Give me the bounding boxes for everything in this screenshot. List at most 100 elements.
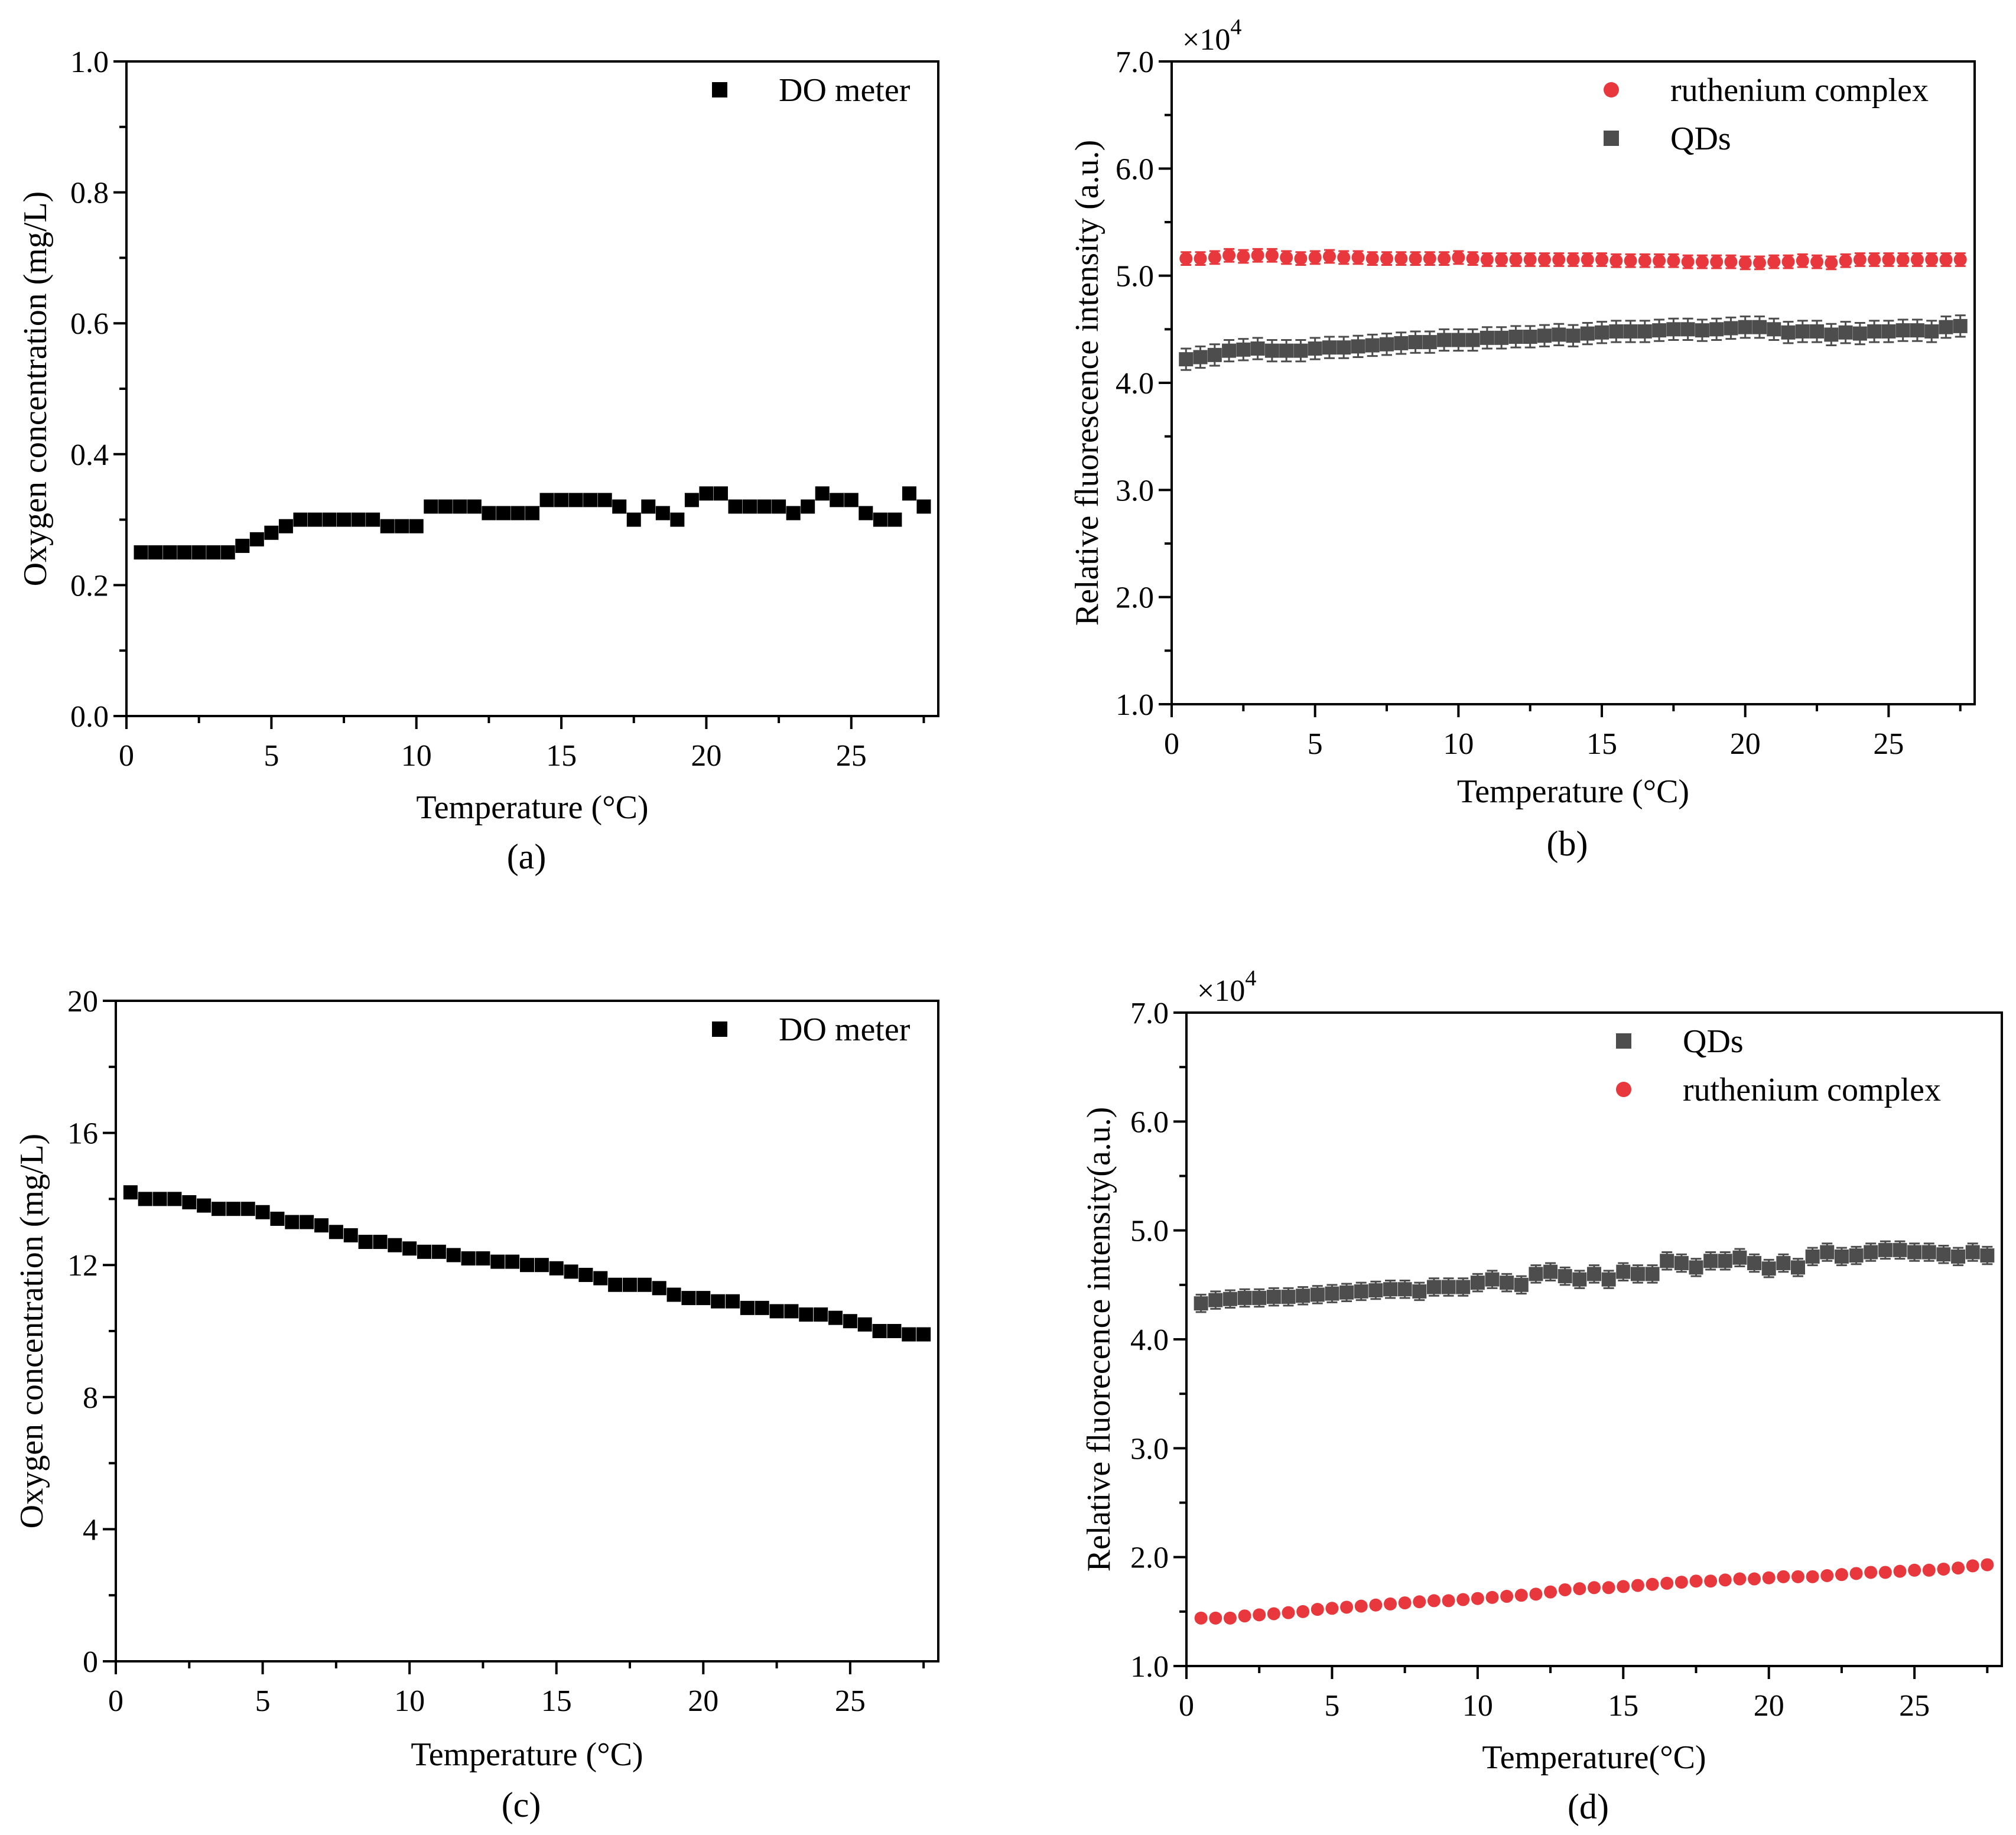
data-point bbox=[1456, 1280, 1471, 1294]
data-point bbox=[1674, 1255, 1689, 1270]
data-point bbox=[1733, 1572, 1747, 1586]
data-point bbox=[564, 1264, 578, 1279]
data-point bbox=[337, 512, 352, 527]
data-point bbox=[1354, 1284, 1368, 1299]
data-point bbox=[388, 1238, 402, 1252]
data-point bbox=[1500, 1276, 1514, 1290]
data-point bbox=[1939, 320, 1953, 334]
data-point bbox=[255, 1205, 270, 1219]
data-point bbox=[212, 1202, 226, 1216]
data-point bbox=[226, 1202, 240, 1216]
data-point bbox=[1368, 1283, 1383, 1298]
data-point bbox=[220, 545, 235, 559]
data-point bbox=[1369, 1598, 1383, 1612]
data-point bbox=[1265, 249, 1279, 262]
data-point bbox=[1595, 325, 1609, 340]
data-point bbox=[1558, 1583, 1572, 1596]
data-point bbox=[1537, 328, 1552, 343]
data-point bbox=[1695, 255, 1709, 269]
x-tick-label: 0 bbox=[108, 1684, 123, 1718]
data-point bbox=[1325, 1602, 1339, 1615]
data-point bbox=[417, 1244, 431, 1259]
data-point bbox=[1322, 340, 1337, 355]
x-tick-label: 15 bbox=[1586, 727, 1617, 761]
data-point bbox=[1442, 1594, 1455, 1608]
data-point bbox=[1791, 1260, 1805, 1275]
data-point bbox=[1566, 328, 1581, 343]
data-point bbox=[872, 1324, 887, 1338]
y-exponent-label: ×104 bbox=[1197, 966, 1256, 1008]
data-point bbox=[1193, 350, 1208, 365]
y-tick-label: 3.0 bbox=[1116, 474, 1154, 507]
data-point bbox=[1470, 1276, 1485, 1290]
data-point bbox=[1810, 324, 1825, 339]
x-axis-label: Temperature(°C) bbox=[1482, 1739, 1706, 1776]
data-point bbox=[453, 499, 467, 514]
data-point bbox=[1738, 320, 1752, 334]
data-point bbox=[1761, 1261, 1776, 1276]
data-point bbox=[1380, 252, 1394, 265]
data-point bbox=[1253, 1608, 1266, 1622]
y-tick-label: 5.0 bbox=[1130, 1215, 1169, 1248]
data-point bbox=[666, 1287, 681, 1302]
series-ruthenium-complex bbox=[1179, 248, 1967, 271]
data-point bbox=[1689, 1260, 1703, 1275]
data-point bbox=[1704, 1574, 1718, 1588]
legend-marker bbox=[1616, 1082, 1631, 1097]
legend-label: QDs bbox=[1683, 1023, 1744, 1060]
plot-area-frame bbox=[1185, 1011, 2003, 1667]
data-point bbox=[713, 486, 728, 501]
data-point bbox=[1868, 253, 1881, 266]
data-point bbox=[314, 1218, 329, 1233]
y-axis-label: Relative fluorescence intensity (a.u.) bbox=[1069, 140, 1105, 626]
data-point bbox=[1537, 253, 1551, 266]
data-point bbox=[726, 1294, 740, 1309]
data-point bbox=[1365, 338, 1380, 353]
data-point bbox=[1296, 1605, 1310, 1618]
data-point bbox=[1237, 1290, 1252, 1305]
data-point bbox=[1294, 252, 1308, 265]
y-tick-label: 0.8 bbox=[70, 177, 109, 210]
data-point bbox=[1752, 320, 1767, 334]
data-point bbox=[380, 519, 395, 533]
y-tick-label: 12 bbox=[67, 1249, 98, 1283]
x-axis-label: Temperature (°C) bbox=[411, 1736, 643, 1773]
x-tick-label: 5 bbox=[1324, 1689, 1339, 1723]
data-point bbox=[1351, 339, 1365, 354]
data-point bbox=[1514, 1277, 1529, 1292]
data-point bbox=[578, 1267, 593, 1282]
data-point bbox=[534, 1258, 549, 1273]
x-tick-label: 10 bbox=[394, 1684, 425, 1718]
data-point bbox=[769, 1304, 784, 1319]
data-point bbox=[1438, 252, 1451, 265]
data-point bbox=[815, 486, 830, 501]
data-point bbox=[637, 1277, 652, 1292]
data-point bbox=[1514, 1589, 1528, 1602]
x-tick-label: 15 bbox=[1608, 1689, 1638, 1723]
y-exponent-label: ×104 bbox=[1182, 15, 1241, 57]
data-point bbox=[1351, 250, 1365, 264]
data-point bbox=[1495, 253, 1508, 266]
data-point bbox=[1572, 1272, 1587, 1287]
series-qds bbox=[1179, 314, 1968, 371]
data-point bbox=[1222, 1291, 1237, 1306]
data-point bbox=[786, 506, 801, 520]
data-point bbox=[197, 1198, 212, 1213]
data-point bbox=[1581, 253, 1594, 266]
y-tick-label: 2.0 bbox=[1116, 581, 1154, 615]
data-point bbox=[1767, 255, 1781, 269]
y-tick-label: 4.0 bbox=[1130, 1323, 1169, 1357]
data-point bbox=[1980, 1248, 1995, 1263]
data-point bbox=[1601, 1272, 1616, 1287]
x-tick-label: 5 bbox=[264, 739, 279, 773]
data-point bbox=[1485, 1272, 1500, 1287]
data-point bbox=[1238, 1609, 1251, 1623]
data-point bbox=[1237, 250, 1250, 263]
data-point bbox=[1724, 321, 1738, 336]
legend-marker bbox=[712, 1021, 727, 1037]
y-tick-label: 20 bbox=[67, 985, 98, 1019]
y-tick-label: 7.0 bbox=[1130, 997, 1169, 1030]
data-point bbox=[1878, 1566, 1892, 1579]
data-point bbox=[1340, 1600, 1354, 1614]
data-point bbox=[1653, 254, 1666, 268]
